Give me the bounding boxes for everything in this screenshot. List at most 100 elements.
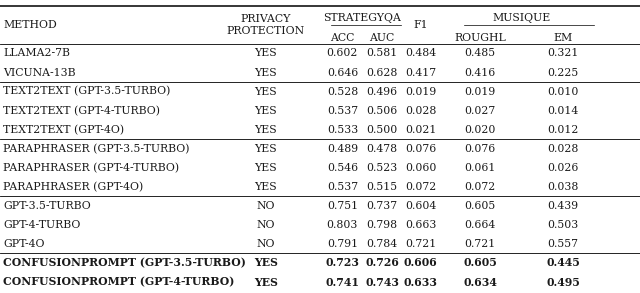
- Text: 0.743: 0.743: [365, 277, 399, 287]
- Text: TEXT2TEXT (GPT-4-TURBO): TEXT2TEXT (GPT-4-TURBO): [3, 105, 160, 116]
- Text: NO: NO: [257, 220, 275, 230]
- Text: VICUNA-13B: VICUNA-13B: [3, 67, 76, 78]
- Text: YES: YES: [254, 86, 277, 97]
- Text: 0.060: 0.060: [404, 163, 436, 173]
- Text: 0.484: 0.484: [405, 48, 436, 59]
- Text: STRATEGYQA: STRATEGYQA: [323, 13, 401, 23]
- Text: 0.726: 0.726: [365, 258, 399, 268]
- Text: EM: EM: [554, 33, 573, 42]
- Text: ACC: ACC: [330, 33, 355, 42]
- Text: 0.633: 0.633: [403, 277, 438, 287]
- Text: 0.602: 0.602: [326, 48, 358, 59]
- Text: TEXT2TEXT (GPT-3.5-TURBO): TEXT2TEXT (GPT-3.5-TURBO): [3, 86, 171, 97]
- Text: YES: YES: [254, 163, 277, 173]
- Text: 0.723: 0.723: [325, 258, 360, 268]
- Text: 0.721: 0.721: [405, 239, 436, 249]
- Text: 0.606: 0.606: [404, 258, 437, 268]
- Text: 0.537: 0.537: [327, 182, 358, 192]
- Text: 0.605: 0.605: [465, 201, 495, 211]
- Text: 0.628: 0.628: [366, 67, 398, 78]
- Text: 0.478: 0.478: [367, 144, 397, 154]
- Text: TEXT2TEXT (GPT-4O): TEXT2TEXT (GPT-4O): [3, 125, 124, 135]
- Text: 0.021: 0.021: [404, 125, 436, 135]
- Text: 0.546: 0.546: [327, 163, 358, 173]
- Text: 0.581: 0.581: [367, 48, 397, 59]
- Text: 0.417: 0.417: [405, 67, 436, 78]
- Text: AUC: AUC: [369, 33, 395, 42]
- Text: 0.634: 0.634: [463, 277, 497, 287]
- Text: CONFUSIONPROMPT (GPT-4-TURBO): CONFUSIONPROMPT (GPT-4-TURBO): [3, 277, 235, 287]
- Text: GPT-3.5-TURBO: GPT-3.5-TURBO: [3, 201, 91, 211]
- Text: 0.076: 0.076: [465, 144, 495, 154]
- Text: 0.503: 0.503: [548, 220, 579, 230]
- Text: PRIVACY
PROTECTION: PRIVACY PROTECTION: [227, 13, 305, 36]
- Text: 0.663: 0.663: [404, 220, 436, 230]
- Text: CONFUSIONPROMPT (GPT-3.5-TURBO): CONFUSIONPROMPT (GPT-3.5-TURBO): [3, 258, 246, 268]
- Text: NO: NO: [257, 239, 275, 249]
- Text: 0.528: 0.528: [327, 86, 358, 97]
- Text: 0.445: 0.445: [547, 258, 580, 268]
- Text: 0.061: 0.061: [464, 163, 496, 173]
- Text: 0.026: 0.026: [547, 163, 579, 173]
- Text: 0.072: 0.072: [465, 182, 495, 192]
- Text: 0.646: 0.646: [327, 67, 358, 78]
- Text: 0.028: 0.028: [547, 144, 579, 154]
- Text: 0.416: 0.416: [465, 67, 495, 78]
- Text: 0.020: 0.020: [464, 125, 496, 135]
- Text: 0.803: 0.803: [326, 220, 358, 230]
- Text: 0.321: 0.321: [547, 48, 579, 59]
- Text: 0.751: 0.751: [327, 201, 358, 211]
- Text: 0.664: 0.664: [465, 220, 495, 230]
- Text: YES: YES: [254, 48, 277, 59]
- Text: 0.737: 0.737: [367, 201, 397, 211]
- Text: F1: F1: [413, 20, 428, 30]
- Text: 0.489: 0.489: [327, 144, 358, 154]
- Text: 0.537: 0.537: [327, 105, 358, 116]
- Text: 0.741: 0.741: [325, 277, 360, 287]
- Text: 0.506: 0.506: [367, 105, 397, 116]
- Text: YES: YES: [253, 277, 278, 287]
- Text: ROUGHL: ROUGHL: [454, 33, 506, 42]
- Text: 0.604: 0.604: [405, 201, 436, 211]
- Text: 0.019: 0.019: [465, 86, 495, 97]
- Text: 0.495: 0.495: [547, 277, 580, 287]
- Text: 0.019: 0.019: [405, 86, 436, 97]
- Text: 0.500: 0.500: [367, 125, 397, 135]
- Text: YES: YES: [254, 105, 277, 116]
- Text: PARAPHRASER (GPT-4-TURBO): PARAPHRASER (GPT-4-TURBO): [3, 163, 179, 173]
- Text: 0.515: 0.515: [367, 182, 397, 192]
- Text: YES: YES: [254, 67, 277, 78]
- Text: 0.791: 0.791: [327, 239, 358, 249]
- Text: 0.027: 0.027: [465, 105, 495, 116]
- Text: 0.605: 0.605: [463, 258, 497, 268]
- Text: YES: YES: [254, 144, 277, 154]
- Text: PARAPHRASER (GPT-3.5-TURBO): PARAPHRASER (GPT-3.5-TURBO): [3, 144, 189, 154]
- Text: 0.557: 0.557: [548, 239, 579, 249]
- Text: YES: YES: [254, 182, 277, 192]
- Text: 0.010: 0.010: [547, 86, 579, 97]
- Text: GPT-4-TURBO: GPT-4-TURBO: [3, 220, 81, 230]
- Text: 0.072: 0.072: [405, 182, 436, 192]
- Text: 0.496: 0.496: [367, 86, 397, 97]
- Text: GPT-4O: GPT-4O: [3, 239, 45, 249]
- Text: 0.485: 0.485: [465, 48, 495, 59]
- Text: PARAPHRASER (GPT-4O): PARAPHRASER (GPT-4O): [3, 182, 143, 192]
- Text: LLAMA2-7B: LLAMA2-7B: [3, 48, 70, 59]
- Text: 0.533: 0.533: [327, 125, 358, 135]
- Text: MUSIQUE: MUSIQUE: [492, 13, 551, 23]
- Text: 0.014: 0.014: [548, 105, 579, 116]
- Text: 0.798: 0.798: [367, 220, 397, 230]
- Text: 0.439: 0.439: [548, 201, 579, 211]
- Text: 0.028: 0.028: [404, 105, 436, 116]
- Text: 0.225: 0.225: [548, 67, 579, 78]
- Text: YES: YES: [254, 125, 277, 135]
- Text: 0.784: 0.784: [367, 239, 397, 249]
- Text: 0.076: 0.076: [405, 144, 436, 154]
- Text: 0.012: 0.012: [547, 125, 579, 135]
- Text: 0.523: 0.523: [367, 163, 397, 173]
- Text: 0.721: 0.721: [465, 239, 495, 249]
- Text: 0.038: 0.038: [547, 182, 579, 192]
- Text: METHOD: METHOD: [3, 20, 57, 30]
- Text: YES: YES: [253, 258, 278, 268]
- Text: NO: NO: [257, 201, 275, 211]
